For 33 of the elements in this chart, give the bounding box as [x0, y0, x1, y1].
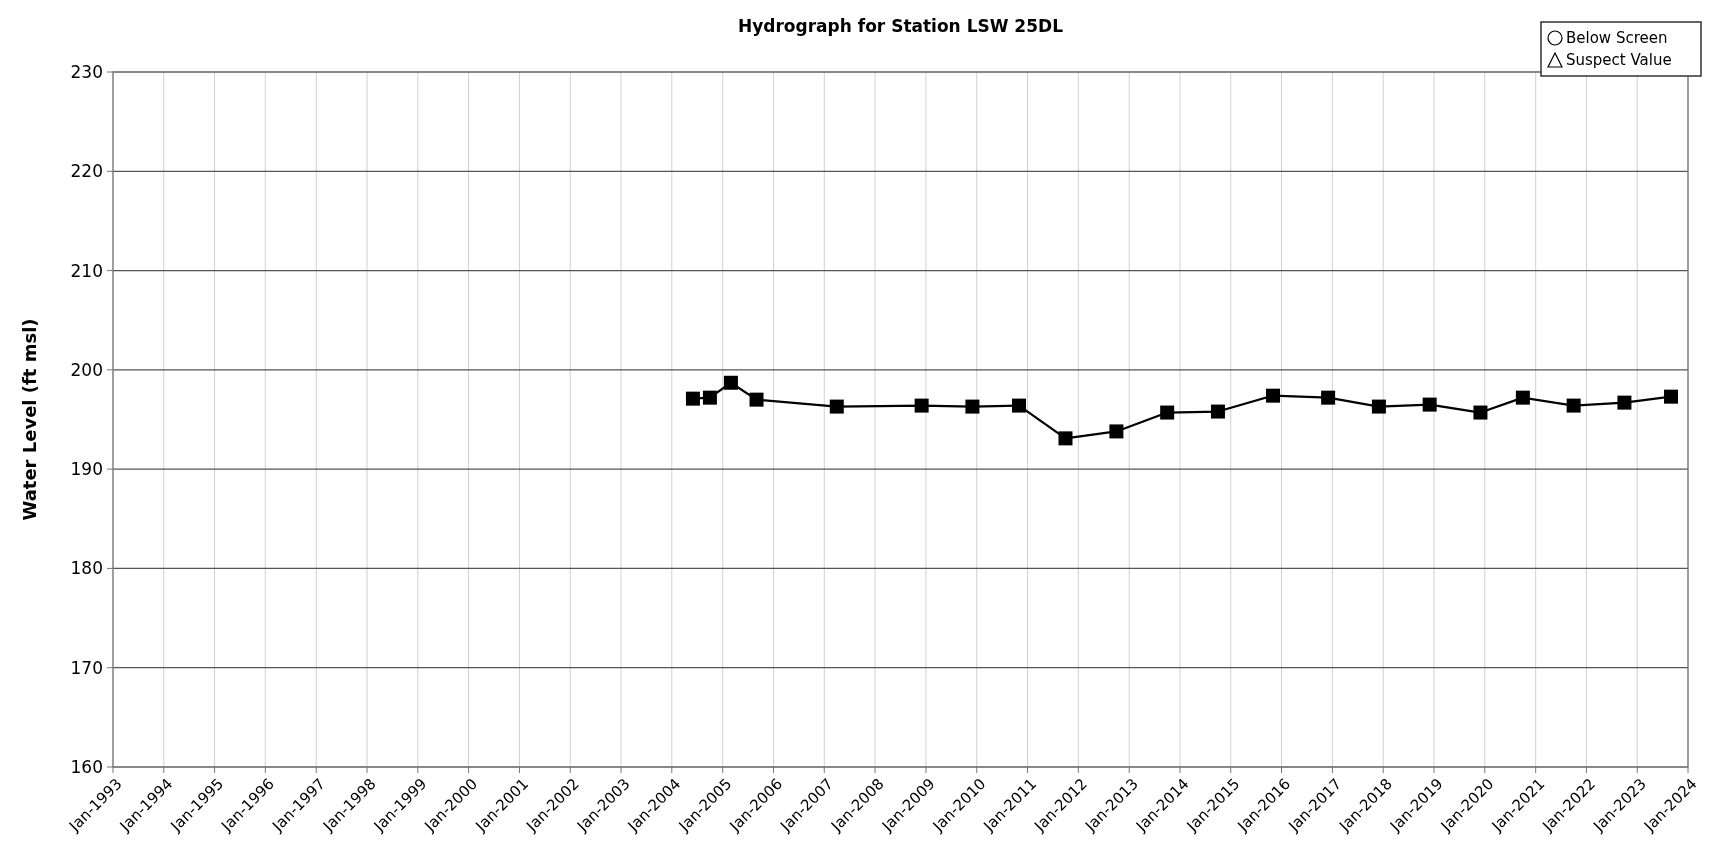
point [1160, 405, 1175, 420]
point [1473, 405, 1488, 420]
y-tick-label: 200 [70, 359, 103, 380]
point [702, 390, 717, 405]
point [1371, 399, 1386, 414]
point [1664, 389, 1679, 404]
point [1515, 390, 1530, 405]
point [1109, 424, 1124, 439]
y-tick-label: 220 [70, 161, 103, 182]
point [1617, 395, 1632, 410]
y-tick-label: 230 [70, 61, 103, 82]
point [1321, 390, 1336, 405]
y-tick-label: 160 [70, 756, 103, 777]
point [1422, 397, 1437, 412]
point [914, 398, 929, 413]
y-tick-label: 170 [70, 657, 103, 678]
y-tick-label: 180 [70, 558, 103, 579]
point [965, 399, 980, 414]
point [1058, 431, 1073, 446]
point [749, 392, 764, 407]
y-tick-label: 210 [70, 260, 103, 281]
y-axis-title: Water Level (ft msl) [19, 318, 40, 521]
point [723, 375, 738, 390]
legend-label: Below Screen [1566, 29, 1668, 48]
point [1210, 404, 1225, 419]
point [1012, 398, 1027, 413]
chart-title: Hydrograph for Station LSW 25DL [738, 16, 1064, 36]
point [1266, 388, 1281, 403]
point [1566, 398, 1581, 413]
point [685, 391, 700, 406]
y-tick-label: 190 [70, 459, 103, 480]
point [829, 399, 844, 414]
legend-label: Suspect Value [1566, 51, 1672, 70]
